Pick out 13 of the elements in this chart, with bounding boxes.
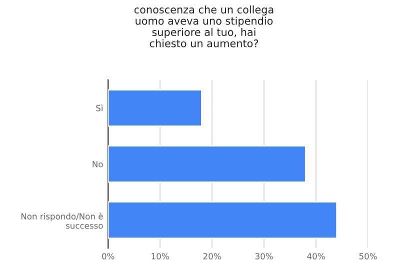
y-tick-label: No [92, 161, 103, 168]
y-tick-label: Sì [96, 104, 103, 112]
x-tick-label: 30% [255, 253, 273, 260]
x-tick-label: 0% [102, 253, 114, 260]
bar [108, 201, 338, 239]
y-tick-label: Non rispondo/Non è successo [21, 212, 103, 229]
bar [108, 89, 202, 127]
x-tick-label: 40% [307, 253, 325, 260]
bar [108, 145, 306, 183]
chart-title: conoscenza che un collega uomo aveva uno stipendio superiore al tuo, hai chiesto un aumento? [134, 5, 274, 48]
x-tick-label: 50% [359, 253, 377, 260]
x-tick-label: 10% [152, 253, 169, 260]
x-tick-label: 20% [203, 253, 221, 260]
